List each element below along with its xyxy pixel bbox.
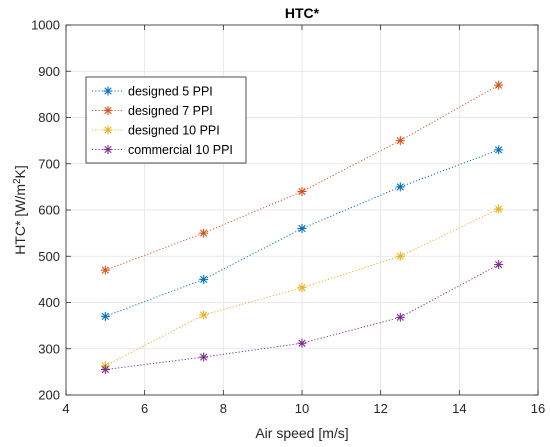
x-tick-label: 6 bbox=[141, 401, 148, 416]
series-3 bbox=[100, 204, 504, 371]
data-point bbox=[297, 338, 307, 348]
x-axis-label: Air speed [m/s] bbox=[255, 425, 348, 441]
x-tick-label: 16 bbox=[531, 401, 545, 416]
legend-marker bbox=[103, 106, 113, 115]
series-2 bbox=[100, 80, 504, 275]
y-tick-label: 400 bbox=[38, 295, 60, 310]
y-tick-label: 800 bbox=[38, 110, 60, 125]
legend-label: designed 7 PPI bbox=[128, 104, 213, 118]
x-tick-label: 8 bbox=[220, 401, 227, 416]
series-line bbox=[105, 208, 499, 367]
series-layer bbox=[100, 80, 504, 375]
data-point bbox=[100, 365, 110, 375]
y-tick-label: 1000 bbox=[31, 18, 60, 33]
legend-label: designed 10 PPI bbox=[128, 124, 220, 138]
data-point bbox=[395, 251, 405, 261]
data-point bbox=[297, 283, 307, 293]
legend-item: designed 7 PPI bbox=[92, 104, 213, 118]
legend-box bbox=[85, 76, 247, 164]
chart-title: HTC* bbox=[285, 5, 320, 21]
data-point bbox=[494, 204, 504, 214]
data-point bbox=[100, 311, 110, 321]
y-tick-label: 700 bbox=[38, 156, 60, 171]
data-point bbox=[395, 136, 405, 146]
y-tick-label: 600 bbox=[38, 203, 60, 218]
data-point bbox=[395, 312, 405, 322]
legend-label: designed 5 PPI bbox=[128, 85, 213, 99]
y-tick-label: 300 bbox=[38, 341, 60, 356]
legend-marker bbox=[103, 125, 113, 135]
data-point bbox=[100, 265, 110, 275]
data-point bbox=[199, 274, 209, 284]
data-point bbox=[199, 228, 209, 238]
data-point bbox=[494, 145, 504, 155]
legend-item: designed 5 PPI bbox=[92, 85, 213, 99]
legend: designed 5 PPI designed 7 PPI designed 10 … bbox=[85, 76, 247, 164]
legend-marker bbox=[103, 86, 113, 96]
x-tick-label: 4 bbox=[62, 401, 69, 416]
data-point bbox=[494, 260, 504, 270]
legend-label: commercial 10 PPI bbox=[128, 143, 233, 157]
legend-marker bbox=[103, 145, 113, 154]
y-tick-label: 900 bbox=[38, 64, 60, 79]
x-tick-label: 10 bbox=[295, 401, 309, 416]
data-point bbox=[297, 224, 307, 233]
series-1 bbox=[100, 145, 504, 321]
data-point bbox=[199, 352, 209, 362]
legend-item: commercial 10 PPI bbox=[92, 143, 233, 157]
x-tick-label: 14 bbox=[452, 401, 466, 416]
data-point bbox=[199, 310, 209, 320]
data-point bbox=[395, 182, 405, 192]
y-axis-label-superscript: 2 bbox=[12, 178, 23, 184]
x-tick-label: 12 bbox=[373, 401, 387, 416]
data-point bbox=[297, 187, 307, 196]
series-4 bbox=[100, 260, 504, 375]
y-axis-label: HTC* [W/m2K] bbox=[12, 165, 28, 255]
data-point bbox=[494, 80, 504, 90]
ticks: 4 6 8 10 12 14 16 200 300 400 500 600 700 800 900 1000 bbox=[31, 18, 545, 417]
y-tick-label: 200 bbox=[38, 388, 60, 403]
y-tick-label: 500 bbox=[38, 249, 60, 264]
legend-item: designed 10 PPI bbox=[92, 124, 220, 138]
